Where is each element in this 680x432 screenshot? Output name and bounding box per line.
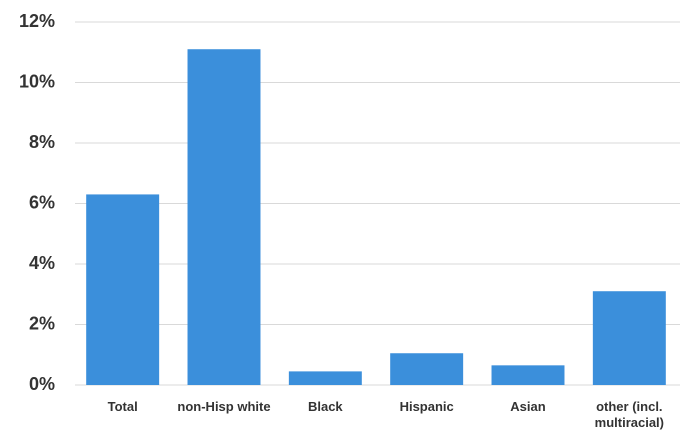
y-tick-label: 10%: [19, 71, 55, 91]
x-tick-label: Asian: [510, 399, 546, 414]
x-tick-label: non-Hisp white: [177, 399, 271, 414]
x-tick-label: other (incl. multiracial): [594, 399, 664, 430]
x-tick-label: Total: [107, 399, 138, 414]
bar: [390, 353, 464, 385]
y-tick-label: 2%: [29, 313, 55, 333]
y-tick-label: 4%: [29, 253, 55, 273]
y-tick-label: 0%: [29, 374, 55, 394]
bar: [86, 194, 160, 385]
y-tick-label: 12%: [19, 11, 55, 31]
bar: [187, 49, 261, 385]
bar: [592, 291, 666, 385]
bar: [288, 371, 362, 385]
x-tick-label: Black: [307, 399, 343, 414]
x-tick-label: Hispanic: [399, 399, 454, 414]
y-tick-label: 6%: [29, 192, 55, 212]
y-tick-label: 8%: [29, 132, 55, 152]
bar: [491, 365, 565, 385]
